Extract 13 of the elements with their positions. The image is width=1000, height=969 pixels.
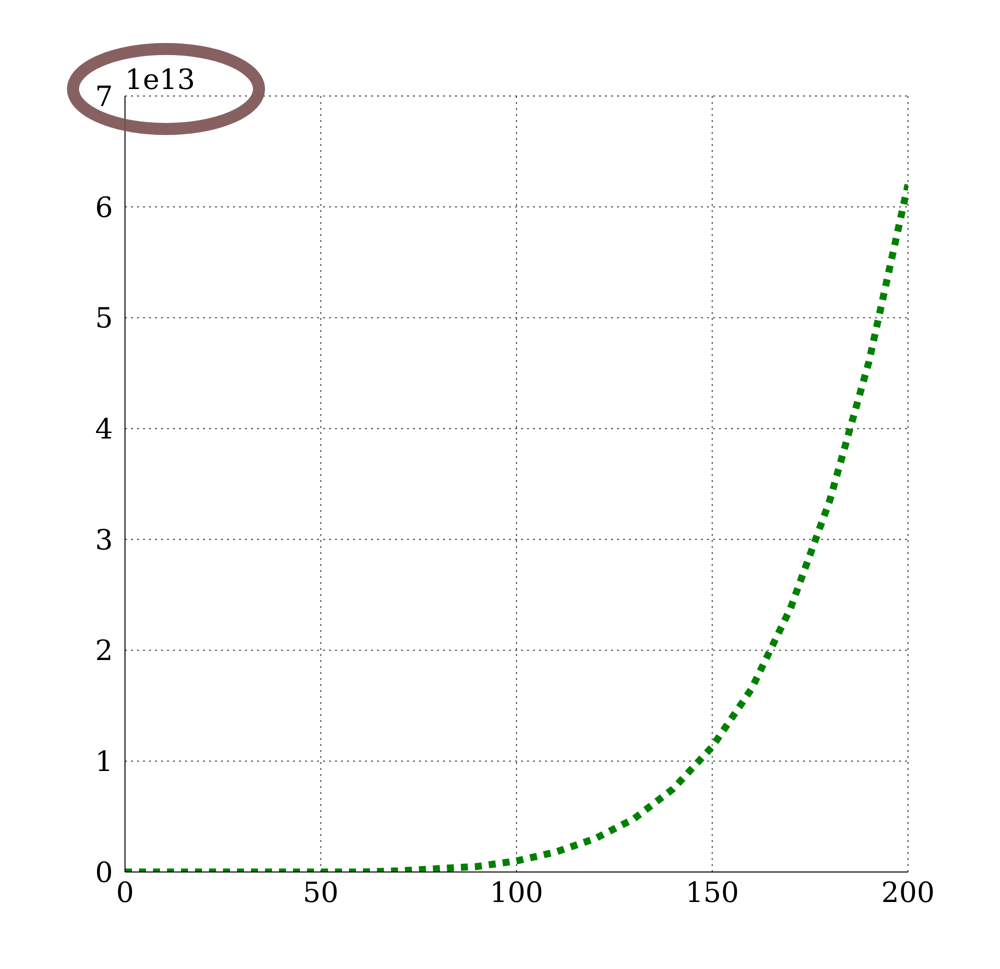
x-tick-label: 50 [302,876,339,909]
y-tick-label: 5 [95,302,113,335]
y-tick-label: 2 [95,634,113,668]
x-tick-label: 200 [881,876,935,909]
y-tick-label: 7 [95,80,113,113]
y-tick-label: 4 [95,412,113,446]
x-tick-label: 150 [686,876,739,909]
y-tick-label: 1 [95,745,113,778]
y-tick-label: 3 [95,523,113,556]
x-tick-label: 100 [490,876,544,909]
annotation: 1e13 [125,63,196,96]
x-tick-label: 0 [116,876,134,909]
y-tick-label: 6 [95,190,113,224]
